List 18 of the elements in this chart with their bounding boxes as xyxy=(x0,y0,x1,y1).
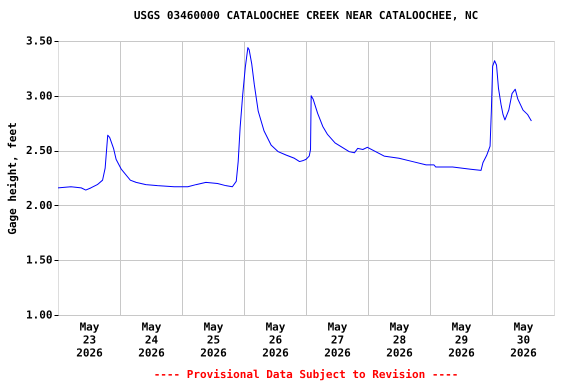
x-tick-label: May 30 2026 xyxy=(510,320,538,360)
y-tick-label: 1.00 xyxy=(26,308,52,322)
y-tick-label: 1.50 xyxy=(26,254,52,267)
y-tick-label: 2.00 xyxy=(26,198,52,212)
chart-title: USGS 03460000 CATALOOCHEE CREEK NEAR CATALOOCHEE, NC xyxy=(134,9,478,22)
y-tick-label: 2.50 xyxy=(26,144,52,158)
x-tick-label: May 26 2026 xyxy=(262,320,290,360)
line-series xyxy=(58,47,532,191)
x-tick-label: May 24 2026 xyxy=(138,320,166,360)
y-tick-label: 3.00 xyxy=(26,89,52,102)
x-tick-label: May 25 2026 xyxy=(200,320,228,360)
text: ---- Provisional Data Subject to Revision ---- xyxy=(154,368,458,381)
x-tick-label: May 23 2026 xyxy=(76,320,104,360)
y-tick-label: 3.50 xyxy=(26,34,52,48)
y-axis-title: Gage height, feet xyxy=(6,122,20,235)
x-tick-label: May 28 2026 xyxy=(386,320,414,360)
x-tick-label: May 27 2026 xyxy=(324,320,352,360)
x-tick-label: May 29 2026 xyxy=(448,320,476,360)
